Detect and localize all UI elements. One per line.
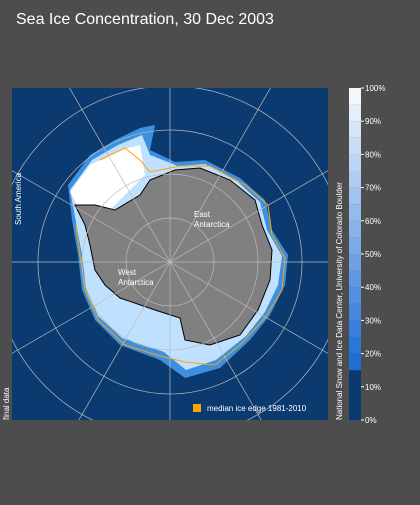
colorbar-segment: [349, 220, 361, 238]
legend-label: median ice edge 1981-2010: [207, 404, 307, 413]
colorbar-segment: [349, 237, 361, 254]
credit: National Snow and Ice Data Center, Unive…: [335, 182, 344, 420]
colorbar-segment: [349, 204, 361, 221]
sea-ice-dense: [70, 145, 145, 210]
colorbar-tick-label: 50%: [365, 250, 381, 259]
colorbar-tick-label: 70%: [365, 184, 381, 193]
colorbar-tick-label: 60%: [365, 217, 381, 226]
colorbar-segment: [349, 187, 361, 205]
colorbar-tick-label: 20%: [365, 350, 381, 359]
colorbar-segment: [349, 137, 361, 155]
colorbar-segment: [349, 88, 361, 105]
median-ice-edge: [75, 147, 286, 366]
colorbar-segment: [349, 337, 361, 354]
colorbar-tick-label: 80%: [365, 150, 381, 159]
colorbar-tick-label: 30%: [365, 316, 381, 325]
region-label: West Antarctica: [118, 268, 154, 287]
colorbar-tick-label: 90%: [365, 117, 381, 126]
colorbar-tick-label: 100%: [365, 84, 385, 93]
colorbar-tick-label: 0%: [365, 416, 377, 425]
colorbar-segment: [349, 270, 361, 288]
colorbar-segment: [349, 370, 361, 420]
map: median ice edge 1981-2010: [12, 88, 328, 420]
status-label: final data: [2, 387, 11, 420]
region-label: East Antarctica: [194, 210, 230, 229]
colorbar-segment: [349, 303, 361, 321]
colorbar: 0% 10% 20% 30% 40% 50% 60% 70% 80% 90% 100%: [349, 84, 385, 425]
colorbar-tick-label: 40%: [365, 283, 381, 292]
colorbar-tick-label: 10%: [365, 383, 381, 392]
colorbar-segment: [349, 171, 361, 188]
colorbar-segment: [349, 353, 361, 371]
region-label: South America: [14, 172, 23, 225]
colorbar-segment: [349, 154, 361, 171]
colorbar-segment: [349, 254, 361, 271]
colorbar-segment: [349, 104, 361, 122]
colorbar-segment: [349, 121, 361, 138]
legend-swatch: [193, 404, 201, 412]
colorbar-segment: [349, 320, 361, 337]
colorbar-segment: [349, 287, 361, 304]
graticule: [12, 88, 328, 420]
title: Sea Ice Concentration, 30 Dec 2003: [16, 11, 274, 28]
